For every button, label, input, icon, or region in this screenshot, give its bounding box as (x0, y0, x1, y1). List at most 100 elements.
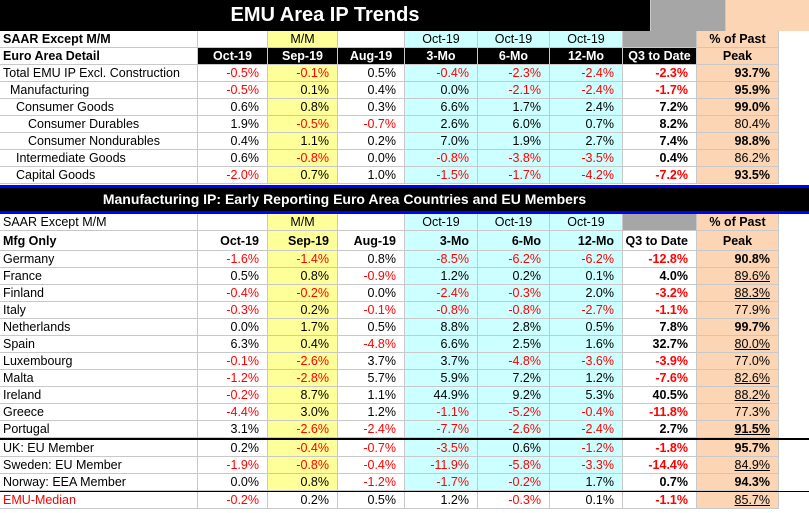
column-header: Q3 to Date (623, 48, 697, 65)
value-cell: -1.1% (405, 404, 478, 421)
row-label: Netherlands (0, 319, 198, 336)
table-row: Portugal 3.1% -2.6% -2.4% -7.7% -2.6% -2.4% 2.7… (0, 421, 809, 438)
value-cell: -11.9% (405, 457, 478, 474)
value-cell: 2.0% (550, 285, 623, 302)
value-cell: 0.2% (268, 492, 338, 509)
value-cell: -0.2% (478, 474, 550, 491)
column-header: 6-Mo (478, 231, 550, 251)
value-cell: -1.9% (198, 457, 268, 474)
mm-spacer-a (198, 214, 268, 231)
value-cell: -3.2% (623, 285, 697, 302)
value-cell: 0.5% (338, 65, 405, 82)
value-cell: 0.2% (198, 440, 268, 457)
value-cell: -5.2% (478, 404, 550, 421)
peak-cell: 88.3% (697, 285, 779, 302)
table-row: Consumer Durables 1.9% -0.5% -0.7% 2.6% 6.0% 0… (0, 116, 809, 133)
peak-cell: 80.4% (697, 116, 779, 133)
value-cell: 0.7% (268, 167, 338, 184)
value-cell: 3.0% (268, 404, 338, 421)
peak-cell: 80.0% (697, 336, 779, 353)
value-cell: -0.4% (405, 65, 478, 82)
peak-cell: 95.7% (697, 440, 779, 457)
value-cell: -2.4% (550, 421, 623, 438)
column-header: Oct-19 (198, 231, 268, 251)
value-cell: -4.8% (478, 353, 550, 370)
period-label: Oct-19 (405, 31, 478, 48)
peak-cell: 86.2% (697, 150, 779, 167)
value-cell: 5.3% (550, 387, 623, 404)
value-cell: 7.4% (623, 133, 697, 150)
value-cell: 4.0% (623, 268, 697, 285)
peak-cell: 77.3% (697, 404, 779, 421)
value-cell: 0.4% (198, 133, 268, 150)
row-label: Germany (0, 251, 198, 268)
peak-cell: 95.9% (697, 82, 779, 99)
column-header: 3-Mo (405, 231, 478, 251)
peak-cell: 94.3% (697, 474, 779, 491)
peak-cell: 91.5% (697, 421, 779, 438)
row-label: Norway: EEA Member (0, 474, 198, 491)
value-cell: -0.3% (198, 302, 268, 319)
value-cell: -1.8% (623, 440, 697, 457)
peak-cell: 99.0% (697, 99, 779, 116)
value-cell: -1.2% (198, 370, 268, 387)
value-cell: 8.7% (268, 387, 338, 404)
peak-cell: 90.8% (697, 251, 779, 268)
section-divider (0, 438, 809, 440)
value-cell: -0.2% (198, 387, 268, 404)
value-cell: -8.5% (405, 251, 478, 268)
value-cell: 0.6% (198, 150, 268, 167)
row-label: UK: EU Member (0, 440, 198, 457)
value-cell: 2.6% (405, 116, 478, 133)
value-cell: -6.2% (550, 251, 623, 268)
value-cell: 0.8% (338, 251, 405, 268)
value-cell: -1.1% (623, 492, 697, 509)
peak-cell: 99.7% (697, 319, 779, 336)
value-cell: -4.4% (198, 404, 268, 421)
value-cell: 3.7% (405, 353, 478, 370)
section-divider (0, 491, 809, 492)
table-row: Germany -1.6% -1.4% 0.8% -8.5% -6.2% -6.2% -12.… (0, 251, 809, 268)
column-header: Sep-19 (268, 48, 338, 65)
row-label: Greece (0, 404, 198, 421)
value-cell: 6.0% (478, 116, 550, 133)
gray-header-cell (650, 0, 726, 31)
value-cell: -12.8% (623, 251, 697, 268)
row-label: Sweden: EU Member (0, 457, 198, 474)
value-cell: -0.5% (198, 82, 268, 99)
value-cell: 0.5% (338, 319, 405, 336)
value-cell: 1.1% (338, 387, 405, 404)
column-header: Aug-19 (338, 48, 405, 65)
gray-cell (623, 214, 697, 231)
peak-cell: 82.6% (697, 370, 779, 387)
value-cell: 0.6% (478, 440, 550, 457)
row-label: Luxembourg (0, 353, 198, 370)
table-row: Total EMU IP Excl. Construction -0.5% -0.1… (0, 65, 809, 82)
table-row: Sweden: EU Member -1.9% -0.8% -0.4% -11.9% -5… (0, 457, 809, 474)
value-cell: 0.4% (623, 150, 697, 167)
row-label: Manufacturing (0, 82, 198, 99)
value-cell: 9.2% (478, 387, 550, 404)
row-label: Consumer Durables (0, 116, 198, 133)
value-cell: 0.7% (623, 474, 697, 491)
table-row: Capital Goods -2.0% 0.7% 1.0% -1.5% -1.7% -4.2… (0, 167, 809, 184)
value-cell: 44.9% (405, 387, 478, 404)
value-cell: -2.0% (198, 167, 268, 184)
value-cell: 2.5% (478, 336, 550, 353)
column-header: Oct-19 (198, 48, 268, 65)
value-cell: 0.4% (268, 336, 338, 353)
value-cell: 0.0% (405, 82, 478, 99)
peak-header-cell (725, 0, 809, 31)
value-cell: -2.3% (623, 65, 697, 82)
row-label: Capital Goods (0, 167, 198, 184)
value-cell: -5.8% (478, 457, 550, 474)
value-cell: 6.3% (198, 336, 268, 353)
section1-header-row1: SAAR Except M/M M/M Oct-19 Oct-19 Oct-19… (0, 31, 809, 48)
value-cell: -0.4% (198, 285, 268, 302)
peak-cell: 77.9% (697, 302, 779, 319)
value-cell: -3.6% (550, 353, 623, 370)
peak-cell: 89.6% (697, 268, 779, 285)
value-cell: -0.2% (198, 492, 268, 509)
table-row: Greece -4.4% 3.0% 1.2% -1.1% -5.2% -0.4% -11.8%… (0, 404, 809, 421)
value-cell: -0.9% (338, 268, 405, 285)
